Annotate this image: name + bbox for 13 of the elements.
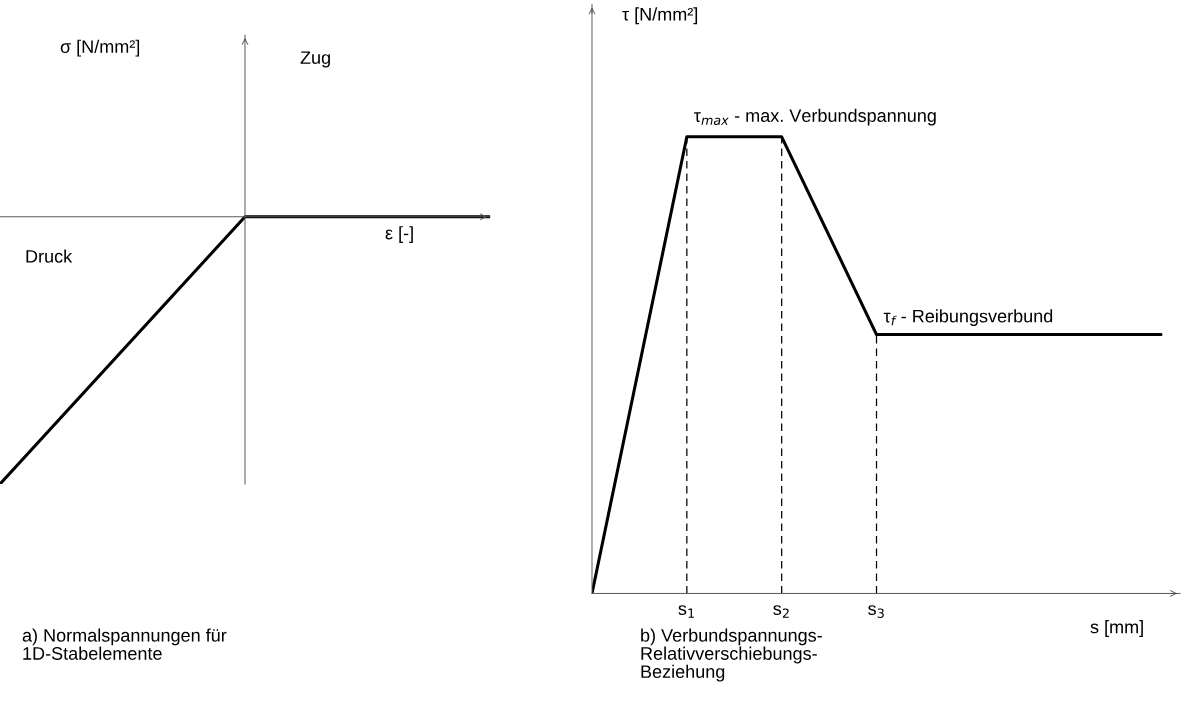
y-axis-title: σ [N/mm²] bbox=[60, 39, 140, 57]
x-tick-label: s$_{2}$ bbox=[773, 605, 789, 618]
annotation: Druck bbox=[26, 249, 73, 263]
x-tick-label: s$_{3}$ bbox=[868, 605, 884, 618]
text: b) Verbundspannungs- Relativverschiebungs- Beziehung bbox=[641, 628, 822, 682]
x-axis-title: ε [-] bbox=[385, 226, 413, 243]
x-axis-title: s [mm] bbox=[1090, 620, 1143, 637]
text: a) Normalspannungen für 1D-Stabelemente bbox=[22, 628, 227, 660]
y-axis-title: τ [N/mm²] bbox=[622, 7, 698, 25]
annotation: τ$_{max}$ - max. Verbundspannung bbox=[694, 108, 936, 126]
annotation: τ$_{f}$ - Reibungsverbund bbox=[883, 309, 1053, 327]
x-tick-label: s$_{1}$ bbox=[678, 605, 694, 618]
text: Zug bbox=[300, 51, 330, 68]
